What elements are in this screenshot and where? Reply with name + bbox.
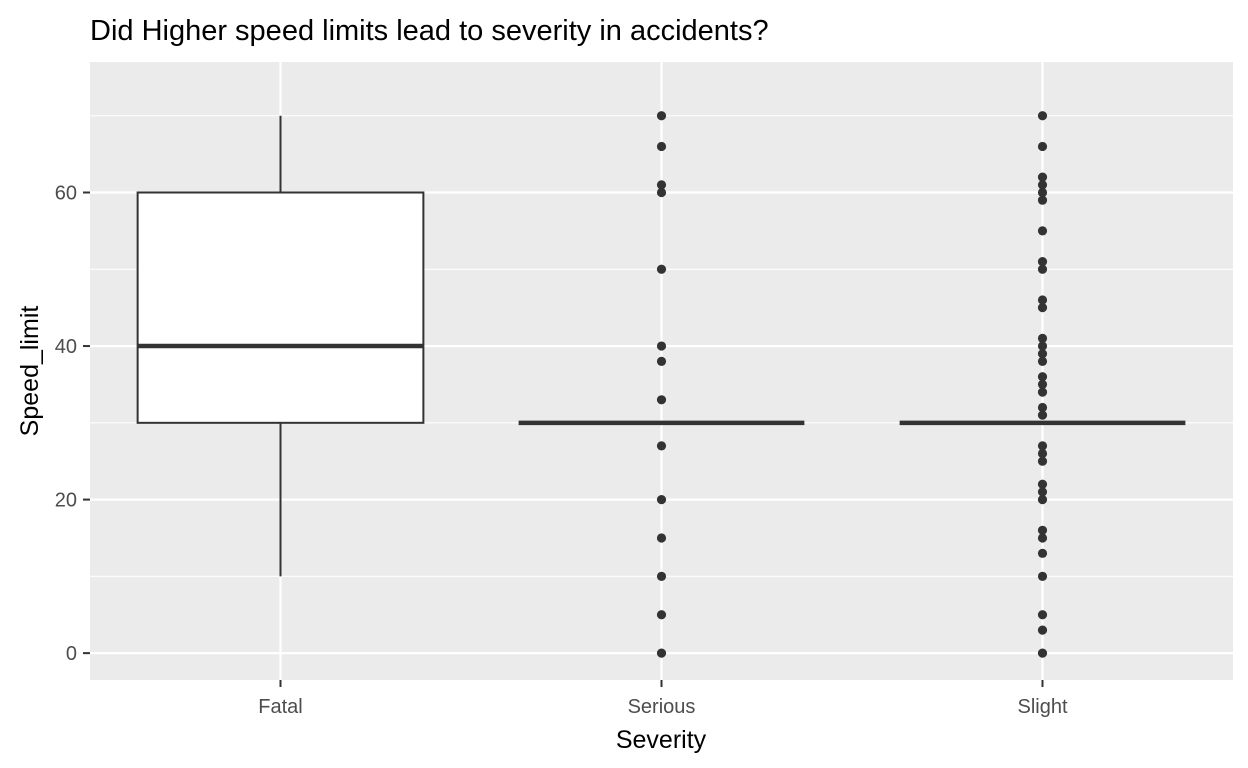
outlier-point xyxy=(1037,410,1048,420)
boxplot-serious xyxy=(518,111,805,658)
boxplot-fatal xyxy=(136,115,425,577)
outlier-point xyxy=(1037,172,1048,182)
outlier-point xyxy=(1037,379,1048,390)
box xyxy=(136,191,425,424)
outlier-point xyxy=(1037,610,1048,620)
outlier-point xyxy=(656,141,667,152)
outlier-point xyxy=(1037,494,1048,505)
outlier-point xyxy=(656,395,667,405)
x-axis: Fatal Serious Slight xyxy=(258,680,1068,718)
outlier-point xyxy=(656,341,667,351)
outlier-point xyxy=(656,648,667,658)
outlier-point xyxy=(1037,387,1048,397)
outlier-point xyxy=(1037,402,1048,413)
outlier-point xyxy=(1037,548,1048,558)
outlier-point xyxy=(1037,525,1048,535)
outlier-point xyxy=(1037,533,1048,543)
boxplots xyxy=(136,111,1186,658)
outlier-point xyxy=(1037,625,1048,635)
outlier-point xyxy=(1037,264,1048,274)
outlier-point xyxy=(1037,456,1048,466)
x-tick-label: Fatal xyxy=(258,696,302,718)
x-tick-label: Serious xyxy=(628,696,696,718)
outlier-point xyxy=(1037,257,1048,267)
outlier-point xyxy=(656,264,667,274)
outlier-point xyxy=(1037,349,1048,359)
y-axis: 0 20 40 60 xyxy=(55,183,90,665)
outlier-point xyxy=(1037,303,1048,313)
outlier-point xyxy=(656,187,667,198)
y-tick-label: 0 xyxy=(66,643,77,665)
y-axis-title: Speed_limit xyxy=(16,306,44,437)
outlier-point xyxy=(1037,448,1048,459)
y-tick-label: 20 xyxy=(55,490,77,512)
x-axis-title: Severity xyxy=(616,726,707,754)
x-tick-label: Slight xyxy=(1017,696,1067,718)
outlier-point xyxy=(1037,356,1048,367)
outlier-point xyxy=(656,356,667,367)
boxplot-slight xyxy=(899,111,1186,658)
outlier-point xyxy=(1037,479,1048,489)
outlier-point xyxy=(656,533,667,543)
outlier-point xyxy=(656,441,667,451)
outlier-point xyxy=(656,494,667,505)
outlier-point xyxy=(656,571,667,581)
outlier-point xyxy=(1037,333,1048,343)
outlier-point xyxy=(1037,648,1048,658)
outlier-point xyxy=(1037,571,1048,581)
outlier-point xyxy=(1037,111,1048,121)
outlier-point xyxy=(1037,341,1048,351)
outlier-point xyxy=(1037,295,1048,305)
y-tick-label: 40 xyxy=(55,336,77,358)
outlier-point xyxy=(1037,187,1048,198)
outlier-point xyxy=(1037,441,1048,451)
outlier-point xyxy=(656,111,667,121)
chart-title: Did Higher speed limits lead to severity… xyxy=(90,15,769,47)
outlier-point xyxy=(1037,195,1048,205)
outlier-point xyxy=(656,610,667,620)
outlier-point xyxy=(1037,226,1048,236)
outlier-point xyxy=(656,180,667,190)
outlier-point xyxy=(1037,141,1048,152)
outlier-point xyxy=(1037,372,1048,382)
y-tick-label: 60 xyxy=(55,183,77,205)
outlier-point xyxy=(1037,180,1048,190)
outlier-point xyxy=(1037,487,1048,497)
